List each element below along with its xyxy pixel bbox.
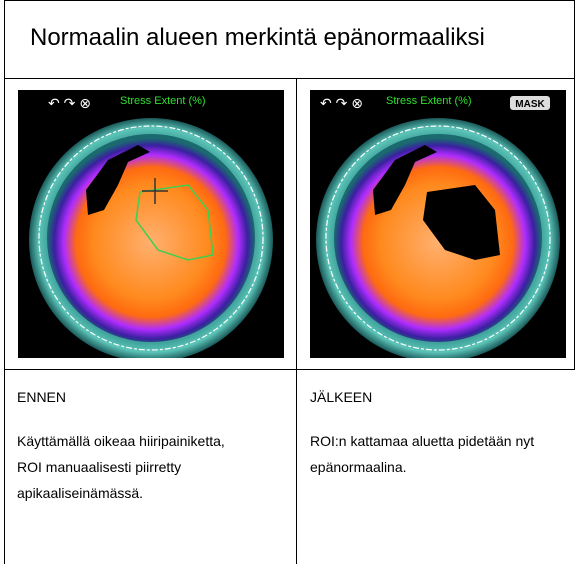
- image-caption: Stress Extent (%): [386, 95, 472, 107]
- cell-heading: ENNEN: [17, 389, 66, 405]
- icon-undo: ↶ ↷ ⊗: [48, 95, 91, 111]
- border-top: [4, 0, 575, 1]
- cell-text: ROI:n kattamaa aluetta pidetään nyt epän…: [310, 428, 565, 480]
- column-divider: [296, 78, 297, 564]
- border-left: [4, 0, 5, 564]
- title: Normaalin alueen merkintä epänormaaliksi: [30, 24, 485, 52]
- perfusion-core: [47, 134, 255, 342]
- image-caption: Stress Extent (%): [120, 95, 206, 107]
- icon-undo: ↶ ↷ ⊗: [320, 95, 363, 111]
- page: {"header": {"title": "Normaalin alueen m…: [0, 0, 578, 564]
- polar-map-after: ↶ ↷ ⊗ Stress Extent (%) MASK: [310, 90, 566, 358]
- row-divider: [4, 369, 575, 370]
- mask-badge-label[interactable]: MASK: [515, 99, 545, 110]
- border-right: [574, 0, 575, 370]
- row-divider: [4, 78, 575, 79]
- cell-text: Käyttämällä oikeaa hiiripainiketta, ROI …: [17, 428, 232, 506]
- polar-map-before: ↶ ↷ ⊗ Stress Extent (%): [18, 90, 284, 358]
- cell-heading: JÄLKEEN: [310, 389, 372, 405]
